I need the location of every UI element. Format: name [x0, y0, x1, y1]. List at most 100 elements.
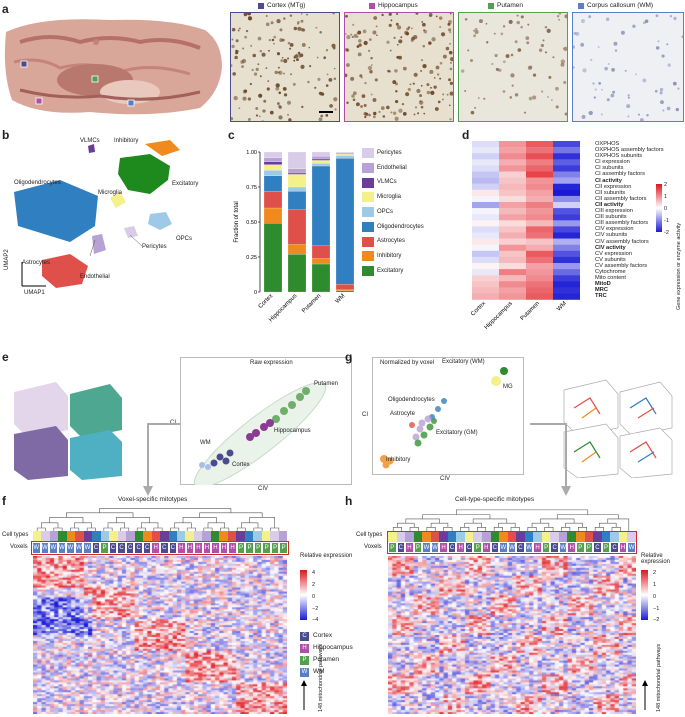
- dendrogram-branch: [241, 522, 259, 528]
- voxel-cell: P: [388, 542, 397, 553]
- dendrogram-branch: [565, 522, 583, 528]
- heatmap-row-label: OXPHOS assembly factors: [595, 147, 664, 154]
- region-legend-code: H: [300, 643, 309, 653]
- heatmap-cell: [526, 171, 553, 178]
- heatmap-h-pathways-arrow: [642, 680, 648, 710]
- heatmap-cell: [472, 287, 499, 294]
- celltype-cell: [558, 532, 568, 542]
- legend-swatch: [362, 192, 374, 203]
- celltype-cell: [507, 532, 517, 542]
- bar-segment: [263, 151, 283, 158]
- region-header-hippocampus: Hippocampus: [369, 2, 418, 9]
- heatmap-cell: [472, 208, 499, 215]
- scatter-plot-g: [380, 367, 508, 469]
- colorbar-d-label: Gene expression or enzyme activity: [676, 222, 682, 310]
- celltype-cell: [405, 532, 414, 542]
- heatmap-cell: [472, 171, 499, 178]
- heatmap-row-label: CIV subunits: [595, 232, 628, 239]
- scatter-e-label-putamen: Putamen: [314, 381, 339, 387]
- heatmap-cell: [553, 159, 580, 166]
- heatmap-cell: [526, 275, 553, 282]
- cortex-swatch: [258, 2, 264, 9]
- voxel-cell: W: [558, 542, 568, 553]
- heatmap-row-label: MitoD: [595, 281, 611, 288]
- umap-plot: [14, 140, 180, 288]
- voxel-cell: P: [601, 542, 611, 553]
- celltype-cell: [610, 532, 619, 542]
- celltype-cell: [456, 532, 465, 542]
- colorbar-d-tick-m1: -1: [664, 218, 669, 224]
- voxel-cell: C: [550, 542, 559, 553]
- voxel-cell: C: [117, 542, 126, 554]
- legend-item: Oligodendrocytes: [362, 220, 424, 235]
- dendrogram-branch: [199, 512, 263, 518]
- heatmap-col-label: Cortex: [470, 301, 487, 318]
- heatmap-cell: [499, 189, 526, 197]
- arrow-g: [530, 423, 571, 496]
- scatter-e-title: Raw expression: [250, 360, 293, 366]
- celltype-cell: [618, 532, 628, 542]
- heatmap-cell: [553, 177, 580, 184]
- celltype-cell: [430, 532, 440, 542]
- celltype-cell: [524, 532, 534, 542]
- voxel-cell: H: [211, 542, 220, 554]
- heatmap-cell: [499, 147, 526, 154]
- bar-segment: [287, 174, 307, 188]
- heatmap-cell: [472, 275, 499, 282]
- heatmap-cell: [526, 202, 553, 209]
- region-legend-code: P: [300, 655, 309, 665]
- voxel-cell: P: [262, 542, 271, 554]
- heatmap-row-label: TRC: [595, 293, 607, 300]
- heatmap-cell: [499, 177, 526, 184]
- scatter-box-g: [372, 357, 524, 475]
- heatmap-cell: [499, 214, 526, 221]
- bar-segment: [311, 165, 331, 246]
- celltype-cell: [516, 532, 525, 542]
- legend-swatch: [362, 236, 374, 247]
- region-header-cortex: Cortex (MTg): [258, 2, 305, 9]
- bar-segment: [311, 245, 331, 259]
- legend-swatch: [362, 251, 374, 262]
- celltype-cell: [160, 531, 169, 541]
- heatmap-h-cb-tick-0: 2: [653, 570, 657, 576]
- heatmap-row-label: CII expression: [595, 183, 632, 190]
- voxel-cell: C: [91, 542, 101, 554]
- heatmap-cell: [526, 141, 553, 148]
- celltype-cell: [278, 531, 288, 541]
- umap-label-oligodendrocytes: Oligodendrocytes: [14, 180, 61, 186]
- voxel-cell: C: [108, 542, 118, 554]
- celltype-cell: [533, 532, 542, 542]
- heatmap-cell: [499, 165, 526, 172]
- scatter-g-title: Normalized by voxel: [380, 360, 435, 366]
- hippocampus-swatch: [369, 2, 375, 9]
- heatmap-cell: [472, 202, 499, 209]
- umap-label-vlmcs: VLMCs: [80, 138, 100, 144]
- voxel-cell: W: [507, 542, 517, 553]
- heatmap-cell: [499, 263, 526, 270]
- scatter-g-label-mg: MG: [503, 384, 513, 390]
- dendrogram-branch: [472, 518, 508, 524]
- heatmap-row-label: CII assembly factors: [595, 195, 647, 202]
- bar-segment: [263, 170, 283, 176]
- heatmap-cell: [472, 250, 499, 258]
- dendrogram-branch: [74, 522, 92, 528]
- heatmap-cell: [526, 232, 553, 239]
- voxel-cell: W: [32, 542, 41, 554]
- voxel-cell: H: [219, 542, 229, 554]
- celltype-cell: [576, 532, 585, 542]
- voxel-cell: H: [482, 542, 491, 553]
- heatmap-cell: [553, 287, 580, 294]
- ytick-label: 0.25: [246, 255, 257, 261]
- heatmap-cell: [499, 226, 526, 233]
- scatter-e-label-hippocampus: Hippocampus: [274, 428, 311, 434]
- dendrogram-branch: [430, 522, 449, 528]
- voxel-cell: W: [49, 542, 58, 554]
- region-legend-item: P Putamen: [300, 654, 353, 666]
- scatter-plot-e: [193, 382, 327, 485]
- celltype-cell: [134, 531, 144, 541]
- heatmap-row-label: CI assembly factors: [595, 171, 645, 178]
- heatmap-f-title: Voxel-specific mitotypes: [118, 496, 188, 503]
- dendrogram-branch: [107, 522, 125, 528]
